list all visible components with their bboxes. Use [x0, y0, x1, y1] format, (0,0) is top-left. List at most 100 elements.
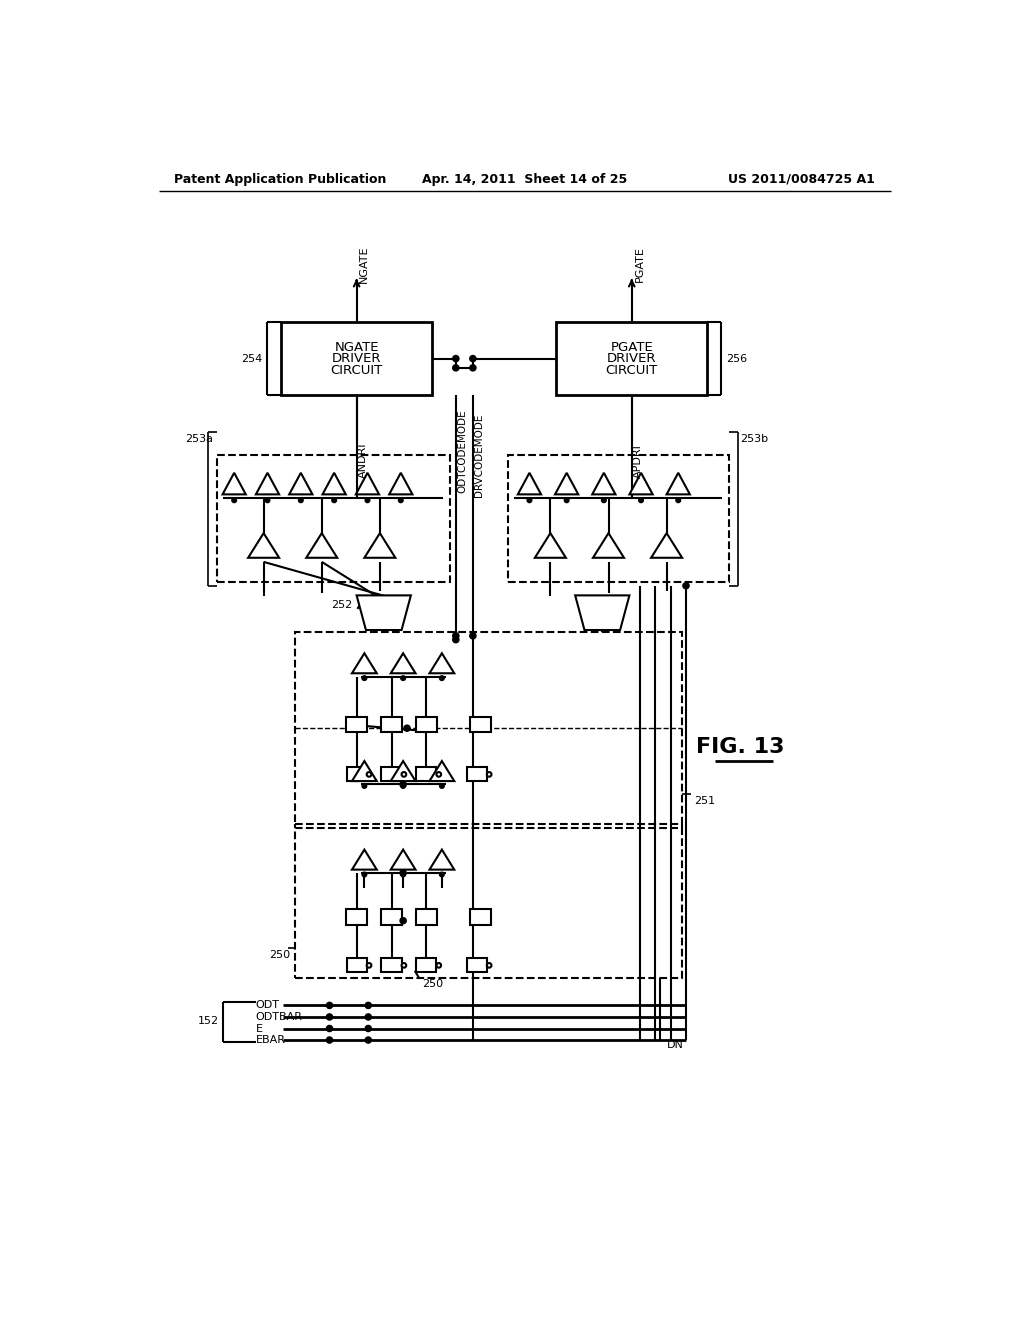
Text: ODTCODEMODE: ODTCODEMODE	[457, 409, 467, 492]
Circle shape	[327, 1038, 333, 1043]
Bar	[381, 909, 402, 924]
Polygon shape	[630, 473, 652, 495]
Polygon shape	[391, 653, 416, 673]
Bar	[281, 322, 432, 395]
Circle shape	[439, 784, 444, 788]
Bar	[381, 767, 401, 781]
Circle shape	[486, 772, 492, 776]
Text: DRIVER: DRIVER	[607, 352, 656, 366]
Text: DN: DN	[667, 1040, 683, 1051]
Text: NGATE: NGATE	[335, 341, 379, 354]
Bar	[416, 909, 437, 924]
Polygon shape	[651, 533, 682, 558]
Circle shape	[366, 1014, 372, 1020]
Bar	[381, 717, 402, 733]
Text: PGATE: PGATE	[635, 247, 644, 282]
Polygon shape	[352, 850, 377, 870]
Polygon shape	[535, 533, 566, 558]
Circle shape	[486, 964, 492, 968]
Text: DRVCODEMODE: DRVCODEMODE	[474, 413, 484, 496]
Circle shape	[436, 772, 441, 776]
Bar	[467, 767, 486, 781]
Circle shape	[327, 1002, 333, 1008]
Text: APDRI: APDRI	[633, 444, 643, 478]
Circle shape	[366, 1038, 372, 1043]
Text: Apr. 14, 2011  Sheet 14 of 25: Apr. 14, 2011 Sheet 14 of 25	[422, 173, 628, 186]
Circle shape	[453, 364, 459, 371]
Bar	[470, 717, 492, 733]
Bar	[217, 455, 450, 582]
Text: Patent Application Publication: Patent Application Publication	[174, 173, 387, 186]
Bar	[346, 767, 367, 781]
Polygon shape	[391, 762, 416, 781]
Circle shape	[403, 725, 410, 731]
Bar	[508, 455, 729, 582]
Polygon shape	[429, 850, 455, 870]
Polygon shape	[289, 473, 312, 495]
Text: PGATE: PGATE	[610, 341, 653, 354]
Polygon shape	[592, 473, 615, 495]
Bar	[467, 958, 486, 973]
Bar	[417, 767, 436, 781]
Text: DRIVER: DRIVER	[332, 352, 381, 366]
Polygon shape	[222, 473, 246, 495]
Bar	[416, 717, 437, 733]
Text: 253a: 253a	[185, 434, 213, 445]
Circle shape	[601, 498, 606, 503]
Bar	[346, 717, 368, 733]
Text: 256: 256	[726, 354, 748, 363]
Circle shape	[231, 498, 237, 503]
Polygon shape	[256, 473, 280, 495]
Bar	[470, 909, 492, 924]
Circle shape	[327, 1014, 333, 1020]
Polygon shape	[429, 653, 455, 673]
Bar	[556, 322, 708, 395]
Text: 251: 251	[693, 796, 715, 807]
Circle shape	[332, 498, 337, 503]
Text: 250: 250	[423, 979, 443, 989]
Circle shape	[683, 582, 689, 589]
Polygon shape	[593, 533, 624, 558]
Polygon shape	[323, 473, 346, 495]
Polygon shape	[667, 473, 690, 495]
Polygon shape	[555, 473, 579, 495]
Circle shape	[400, 676, 406, 681]
Circle shape	[453, 355, 459, 362]
Bar	[295, 829, 682, 978]
Text: NGATE: NGATE	[359, 246, 370, 282]
Bar	[295, 632, 682, 825]
Polygon shape	[389, 473, 413, 495]
Circle shape	[299, 498, 303, 503]
Circle shape	[527, 498, 531, 503]
Bar	[417, 958, 436, 973]
Text: US 2011/0084725 A1: US 2011/0084725 A1	[728, 173, 876, 186]
Circle shape	[367, 964, 372, 968]
Polygon shape	[429, 762, 455, 781]
Circle shape	[362, 676, 367, 681]
Circle shape	[362, 873, 367, 876]
Text: 253b: 253b	[740, 434, 768, 445]
Polygon shape	[575, 595, 630, 630]
Text: CIRCUIT: CIRCUIT	[331, 363, 383, 376]
Text: ANDRI: ANDRI	[357, 444, 368, 478]
Circle shape	[366, 1026, 372, 1032]
Text: 254: 254	[242, 354, 262, 363]
Circle shape	[470, 632, 476, 639]
Circle shape	[366, 498, 370, 503]
Polygon shape	[518, 473, 541, 495]
Polygon shape	[356, 473, 379, 495]
Circle shape	[362, 784, 367, 788]
Circle shape	[401, 964, 407, 968]
Circle shape	[470, 355, 476, 362]
Circle shape	[400, 784, 406, 788]
Bar	[346, 958, 367, 973]
Circle shape	[400, 781, 407, 788]
Circle shape	[639, 498, 643, 503]
Polygon shape	[356, 595, 411, 630]
Circle shape	[439, 676, 444, 681]
Text: 250: 250	[269, 950, 291, 961]
Text: FIG. 13: FIG. 13	[696, 738, 784, 758]
Bar	[346, 909, 368, 924]
Text: ODTBAR: ODTBAR	[256, 1012, 303, 1022]
Text: 252: 252	[332, 601, 352, 610]
